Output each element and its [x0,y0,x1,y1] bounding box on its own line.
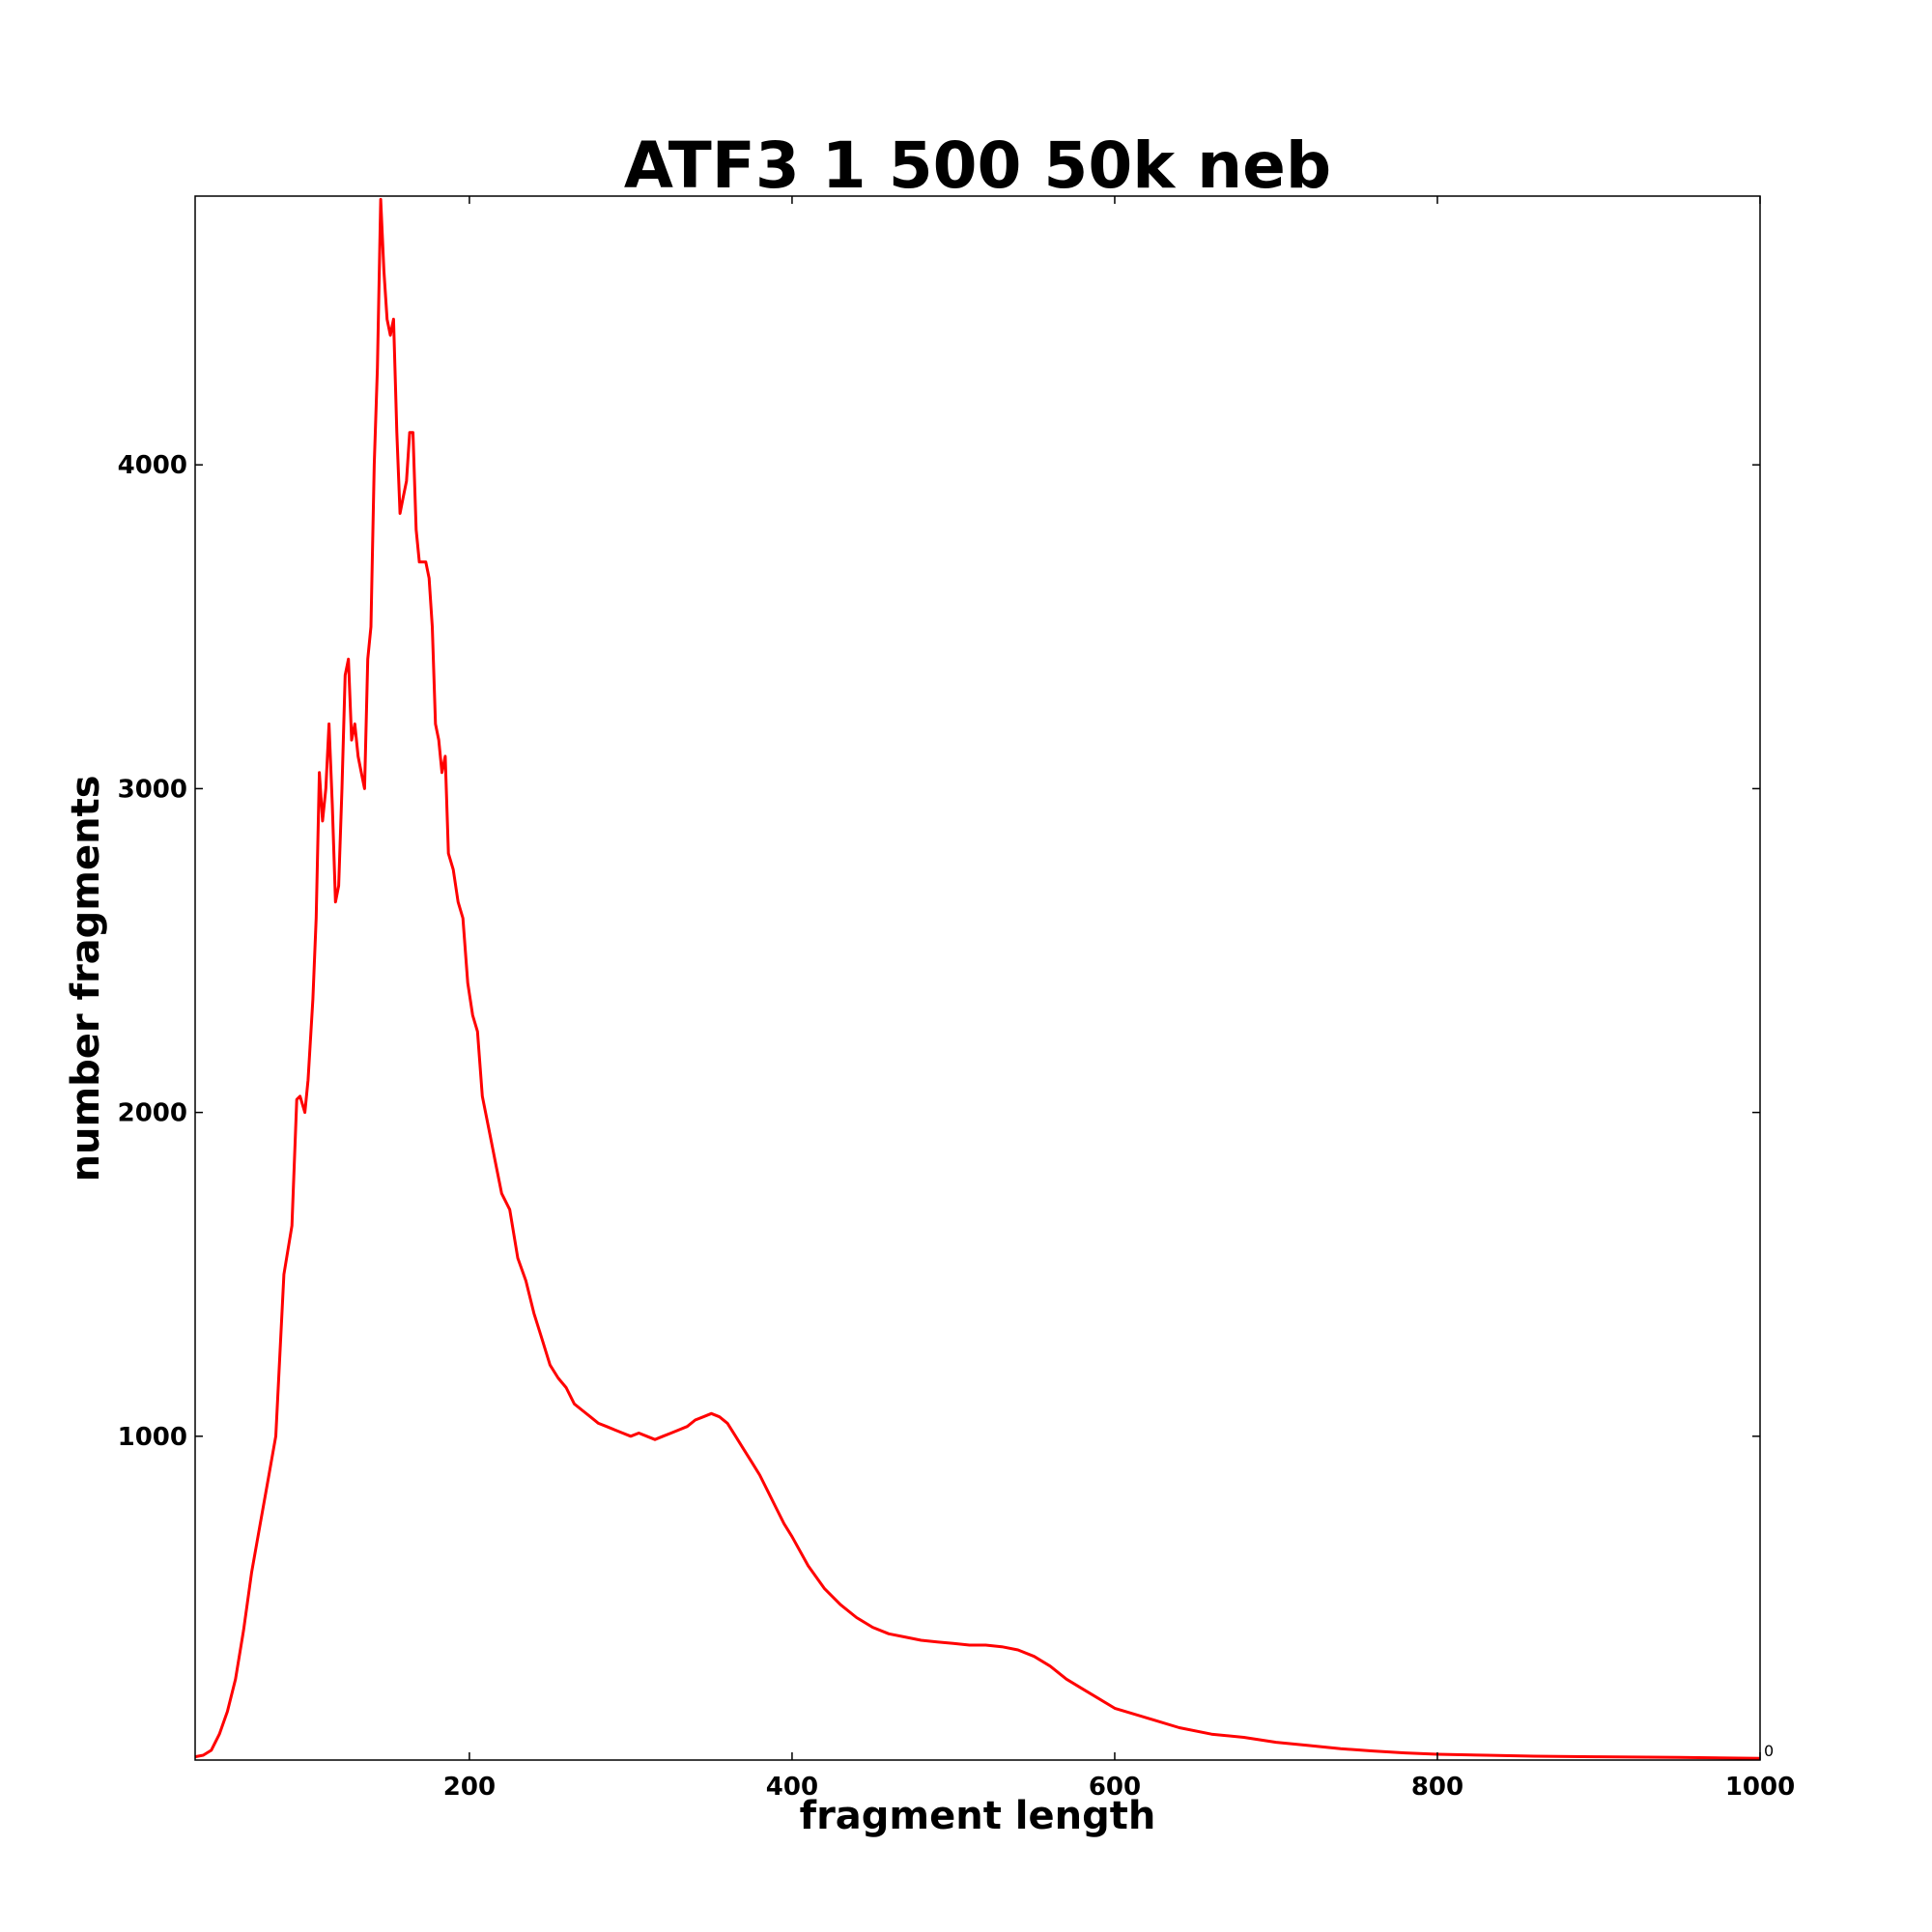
x-tick-label-600: 600 [1089,1773,1141,1802]
data-line-series-0 [194,197,1761,1760]
x-tick-label-200: 200 [443,1773,496,1802]
x-tick-label-1000: 1000 [1725,1773,1795,1802]
x-axis-label: fragment length [800,1794,1156,1838]
chart-title: ATF3 1 500 50k neb [624,128,1331,203]
y-tick-label-1000: 1000 [118,1423,187,1452]
y-min-label: 0 [1764,1742,1774,1760]
y-tick-label-3000: 3000 [118,775,187,804]
x-tick-label-800: 800 [1411,1773,1463,1802]
y-tick-label-2000: 2000 [118,1099,187,1128]
y-axis-label: number fragments [64,775,108,1181]
plot-area: 200 400 600 800 1000 1000 2000 3000 4000 0 [118,195,1795,1802]
plot-frame [194,195,1761,1761]
x-tick-label-400: 400 [766,1773,818,1802]
y-tick-label-4000: 4000 [118,451,187,480]
